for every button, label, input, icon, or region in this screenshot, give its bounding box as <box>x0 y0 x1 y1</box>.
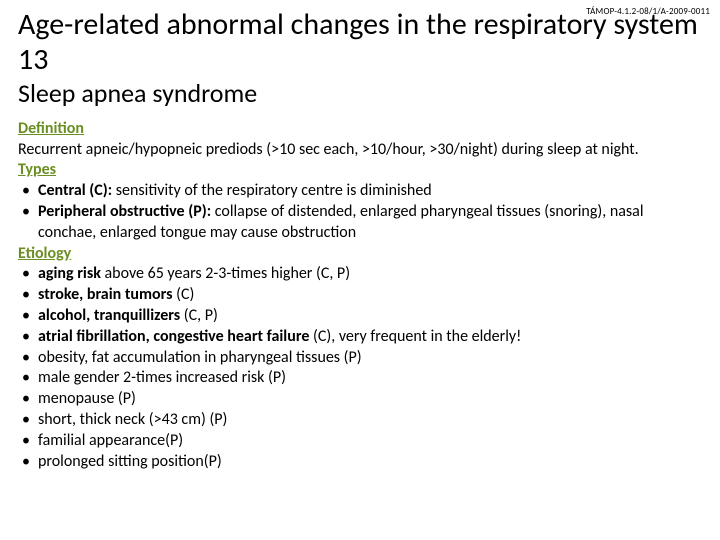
list-item: stroke, brain tumors (C) <box>18 285 702 306</box>
types-heading: Types <box>18 160 702 181</box>
list-item: short, thick neck (>43 cm) (P) <box>18 410 702 431</box>
etiology-item-bold: atrial fibrillation, congestive heart fa… <box>38 327 309 346</box>
definition-heading: Definition <box>18 119 702 140</box>
slide-subtitle: Sleep apnea syndrome <box>18 79 702 109</box>
etiology-item-text: (C, P) <box>180 306 218 325</box>
list-item: male gender 2-times increased risk (P) <box>18 368 702 389</box>
etiology-heading: Etiology <box>18 244 702 265</box>
definition-text: Recurrent apneic/hypopneic prediods (>10… <box>18 140 702 161</box>
types-list: Central (C): sensitivity of the respirat… <box>18 181 702 243</box>
list-item: familial appearance(P) <box>18 431 702 452</box>
etiology-list: aging risk above 65 years 2-3-times high… <box>18 264 702 472</box>
list-item: Peripheral obstructive (P): collapse of … <box>18 202 702 244</box>
list-item: prolonged sitting position(P) <box>18 452 702 473</box>
slide: TÁMOP-4.1.2-08/1/A-2009-0011 Age-related… <box>0 0 720 540</box>
etiology-item-text: (C) <box>172 285 194 304</box>
content-block: Definition Recurrent apneic/hypopneic pr… <box>18 119 702 473</box>
type-central-label: Central (C): <box>38 181 112 200</box>
etiology-item-text: (C), very frequent in the elderly! <box>309 327 521 346</box>
etiology-item-text: prolonged sitting position(P) <box>38 452 222 471</box>
list-item: Central (C): sensitivity of the respirat… <box>18 181 702 202</box>
etiology-item-text: familial appearance(P) <box>38 431 183 450</box>
list-item: alcohol, tranquillizers (C, P) <box>18 306 702 327</box>
list-item: atrial fibrillation, congestive heart fa… <box>18 327 702 348</box>
etiology-item-text: obesity, fat accumulation in pharyngeal … <box>38 348 362 367</box>
project-code: TÁMOP-4.1.2-08/1/A-2009-0011 <box>586 6 710 17</box>
type-central-text: sensitivity of the respiratory centre is… <box>112 181 432 200</box>
list-item: aging risk above 65 years 2-3-times high… <box>18 264 702 285</box>
etiology-item-text: above 65 years 2-3-times higher (C, P) <box>101 264 350 283</box>
list-item: obesity, fat accumulation in pharyngeal … <box>18 348 702 369</box>
type-peripheral-label: Peripheral obstructive (P): <box>38 202 211 221</box>
list-item: menopause (P) <box>18 389 702 410</box>
etiology-item-bold: stroke, brain tumors <box>38 285 172 304</box>
etiology-item-bold: alcohol, tranquillizers <box>38 306 180 325</box>
slide-title: Age-related abnormal changes in the resp… <box>18 8 702 77</box>
etiology-item-text: male gender 2-times increased risk (P) <box>38 368 286 387</box>
etiology-item-text: short, thick neck (>43 cm) (P) <box>38 410 227 429</box>
etiology-item-bold: aging risk <box>38 264 101 283</box>
etiology-item-text: menopause (P) <box>38 389 136 408</box>
